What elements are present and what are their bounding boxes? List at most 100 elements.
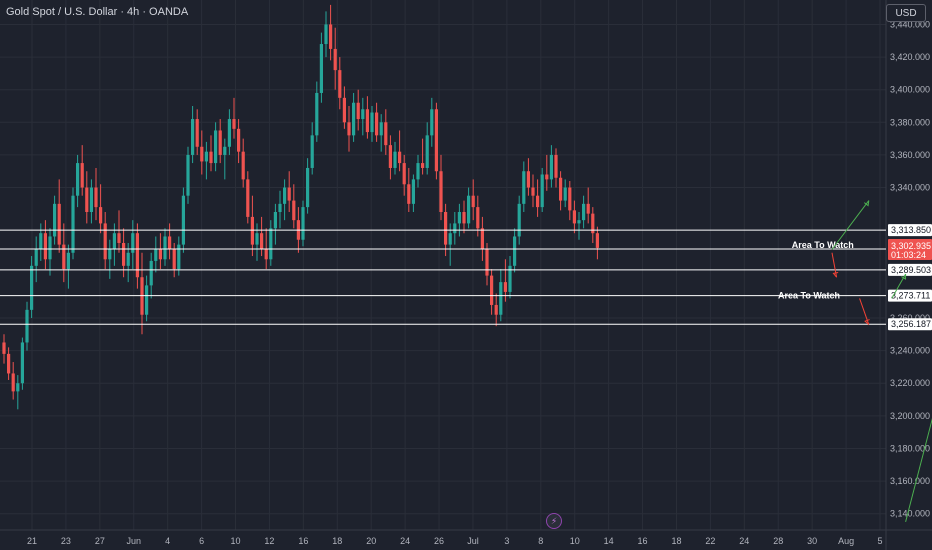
trend-arrowhead (832, 271, 839, 278)
y-tick-label: 3,240.000 (890, 346, 930, 356)
x-tick-label: 18 (671, 536, 681, 546)
candle-body (453, 223, 457, 234)
currency-selector[interactable]: USD (886, 4, 926, 22)
events-lightning-icon[interactable]: ⚡ (546, 513, 562, 529)
candle-body (365, 109, 369, 133)
candle-body (241, 151, 245, 180)
level-price-tag (888, 263, 932, 276)
candle-body (301, 207, 305, 240)
candle-body (356, 102, 360, 120)
candle-body (490, 275, 494, 305)
candle-body (476, 207, 480, 229)
x-tick-label: 5 (877, 536, 882, 546)
candle-body (545, 174, 549, 180)
x-tick-label: Jun (127, 536, 142, 546)
candle-body (572, 210, 576, 224)
candle-body (30, 265, 34, 310)
candle-body (11, 373, 15, 392)
candle-body (71, 195, 75, 253)
candle-body (517, 203, 521, 237)
y-tick-label: 3,440.000 (890, 19, 930, 29)
candle-body (595, 233, 599, 248)
annotation-label: Area To Watch (778, 290, 840, 300)
candle-body (563, 187, 567, 201)
candle-body (393, 151, 397, 168)
candle-body (122, 242, 126, 266)
candle-body (494, 304, 498, 315)
x-tick-label: Aug (838, 536, 854, 546)
level-price-tag (888, 224, 932, 237)
current-price-tag (888, 238, 932, 260)
candle-body (218, 130, 222, 155)
candle-body (540, 174, 544, 208)
candle-body (444, 212, 448, 245)
candle-body (522, 171, 526, 204)
y-tick-label: 3,200.000 (890, 411, 930, 421)
candle-body (237, 128, 241, 152)
candle-body (85, 187, 89, 212)
candle-body (20, 342, 24, 384)
candle-body (430, 109, 434, 136)
candle-body (126, 252, 130, 266)
candle-body (402, 163, 406, 185)
candle-body (255, 233, 259, 245)
candle-body (177, 244, 181, 270)
x-tick-label: 24 (400, 536, 410, 546)
candle-body (462, 212, 466, 224)
candle-body (503, 282, 507, 292)
y-tick-label: 3,360.000 (890, 150, 930, 160)
x-tick-label: 18 (332, 536, 342, 546)
level-price-label: 3,256.187 (891, 319, 931, 329)
level-price-tag (888, 318, 932, 331)
candle-body (324, 24, 328, 45)
x-tick-label: 10 (231, 536, 241, 546)
trend-arrowhead (863, 200, 870, 207)
candle-body (338, 70, 342, 98)
candle-body (7, 353, 11, 374)
x-tick-label: 16 (298, 536, 308, 546)
candle-body (103, 223, 107, 260)
current-price-value: 3,302.935 (891, 241, 931, 251)
candle-body (204, 151, 208, 162)
candle-body (278, 203, 282, 212)
candle-body (135, 233, 139, 278)
y-tick-label: 3,220.000 (890, 378, 930, 388)
candle-body (559, 177, 563, 201)
candle-body (342, 97, 346, 123)
candle-body (329, 24, 333, 49)
candle-body (411, 179, 415, 204)
level-price-tag (888, 289, 932, 302)
candle-body (163, 236, 167, 260)
candle-body (457, 212, 461, 224)
candle-body (315, 92, 319, 136)
x-tick-label: 14 (604, 536, 614, 546)
x-tick-label: 28 (773, 536, 783, 546)
candle-body (195, 119, 199, 147)
candle-body (273, 212, 277, 229)
candle-body (89, 187, 93, 212)
candle-body (191, 119, 195, 155)
candle-body (536, 195, 540, 208)
candle-body (260, 233, 264, 250)
candle-body (388, 145, 392, 168)
candle-body (582, 203, 586, 221)
level-price-label: 3,273.711 (891, 291, 930, 301)
candle-body (370, 112, 374, 133)
candle-body (379, 122, 383, 136)
candle-body (375, 112, 379, 136)
candle-body (200, 146, 204, 162)
candle-body (34, 249, 38, 266)
candle-body (499, 282, 503, 315)
candle-body (310, 135, 314, 168)
x-tick-label: 23 (61, 536, 71, 546)
candle-body (99, 207, 103, 224)
candle-body (319, 44, 323, 93)
x-tick-label: 20 (366, 536, 376, 546)
candle-body (53, 203, 57, 237)
trend-arrow (831, 200, 870, 250)
candle-body (591, 213, 595, 234)
candle-body (214, 130, 218, 164)
candle-body (434, 109, 438, 172)
